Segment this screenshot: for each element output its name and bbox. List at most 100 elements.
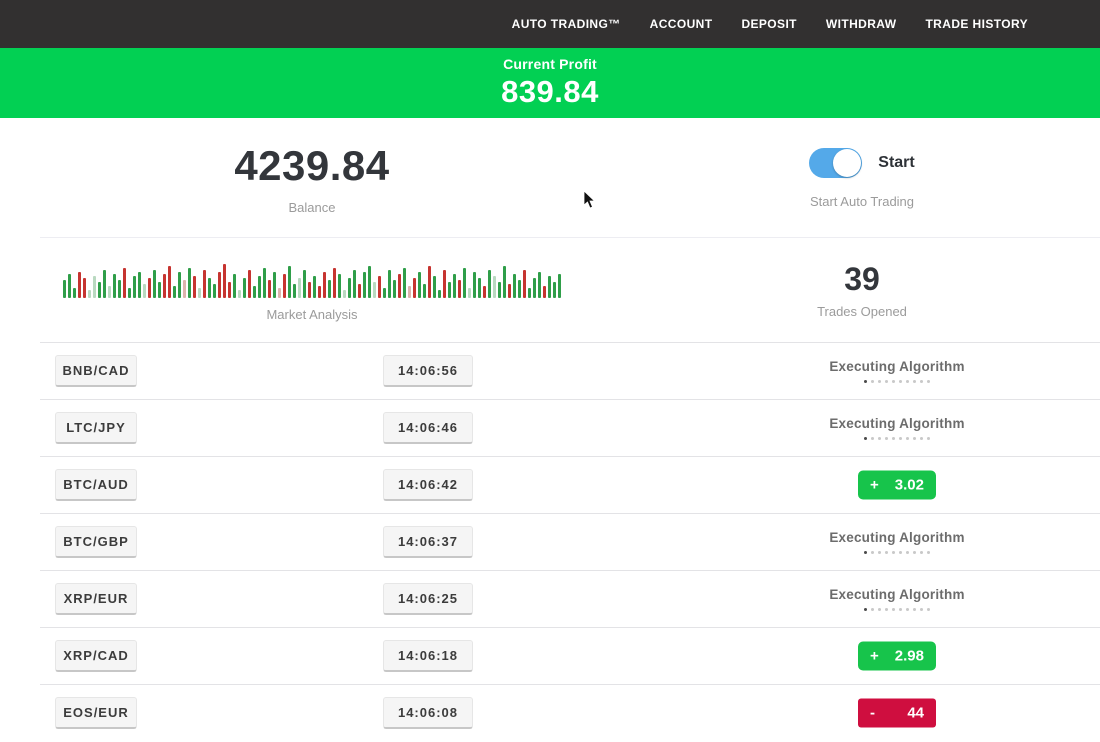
market-bar <box>363 272 366 298</box>
market-bar <box>433 276 436 298</box>
market-bar <box>293 284 296 298</box>
market-bar <box>253 286 256 298</box>
nav-item-deposit[interactable]: DEPOSIT <box>741 17 797 31</box>
executing-progress-dots <box>864 551 930 554</box>
trades-opened-label: Trades Opened <box>817 304 907 319</box>
market-bar <box>323 272 326 298</box>
market-bar <box>133 276 136 298</box>
executing-progress-dots <box>864 608 930 611</box>
section-divider <box>40 237 1100 238</box>
market-bar <box>378 276 381 298</box>
trade-result-badge: +3.02 <box>858 470 936 500</box>
market-bar <box>233 274 236 298</box>
market-bar <box>373 282 376 298</box>
market-bar <box>173 286 176 298</box>
market-bar <box>368 266 371 298</box>
market-bar <box>193 276 196 298</box>
market-bar <box>143 284 146 298</box>
market-bar <box>328 280 331 298</box>
trade-status: Executing Algorithm <box>797 530 997 554</box>
market-bar <box>423 284 426 298</box>
market-bar <box>68 274 71 298</box>
market-bar <box>353 270 356 298</box>
trade-row: BNB/CAD 14:06:56 Executing Algorithm <box>40 342 1100 399</box>
market-bar <box>108 286 111 298</box>
market-bar <box>303 270 306 298</box>
toggle-caption: Start Auto Trading <box>809 193 915 209</box>
market-bar <box>493 276 496 298</box>
market-bar <box>388 270 391 298</box>
market-bar <box>438 290 441 298</box>
market-bar <box>288 266 291 298</box>
pair-chip: BNB/CAD <box>55 355 137 387</box>
market-bar <box>453 274 456 298</box>
market-bar <box>403 268 406 298</box>
market-bar <box>448 282 451 298</box>
trade-list: BNB/CAD 14:06:56 Executing Algorithm LTC… <box>40 342 1100 741</box>
current-profit-banner: Current Profit 839.84 <box>0 48 1100 118</box>
market-bar <box>273 272 276 298</box>
market-bar <box>98 282 101 298</box>
market-bar <box>463 268 466 298</box>
market-bar <box>513 274 516 298</box>
market-bar <box>418 272 421 298</box>
market-bar <box>508 284 511 298</box>
market-bar <box>318 286 321 298</box>
market-bar <box>503 266 506 298</box>
market-bar <box>268 280 271 298</box>
market-bar <box>63 280 66 298</box>
trade-time-chip: 14:06:37 <box>383 526 473 558</box>
market-bar <box>458 280 461 298</box>
market-bar <box>348 278 351 298</box>
trade-time-chip: 14:06:08 <box>383 697 473 729</box>
market-bar <box>483 286 486 298</box>
pair-chip: LTC/JPY <box>55 412 137 444</box>
market-bar <box>113 274 116 298</box>
market-bar <box>518 280 521 298</box>
market-bar <box>138 272 141 298</box>
auto-trading-toggle[interactable] <box>809 147 863 178</box>
nav-item-auto-trading[interactable]: AUTO TRADING™ <box>511 17 621 31</box>
market-section: Market Analysis 39 Trades Opened <box>0 238 1100 342</box>
pair-chip: BTC/GBP <box>55 526 137 558</box>
balance-section: 4239.84 Balance Start Start Auto Trading <box>0 118 1100 238</box>
market-bar <box>168 266 171 298</box>
top-nav: AUTO TRADING™ ACCOUNT DEPOSIT WITHDRAW T… <box>0 0 1100 48</box>
market-bar <box>538 272 541 298</box>
nav-item-withdraw[interactable]: WITHDRAW <box>825 17 897 31</box>
nav-item-account[interactable]: ACCOUNT <box>649 17 713 31</box>
nav-item-trade-history[interactable]: TRADE HISTORY <box>925 17 1028 31</box>
trade-result-badge: -44 <box>858 698 936 728</box>
market-bar <box>278 288 281 298</box>
toggle-knob <box>833 148 862 177</box>
trade-status: -44 <box>797 698 997 728</box>
market-analysis-chart <box>63 258 561 298</box>
market-bar <box>258 276 261 298</box>
trade-row: BTC/GBP 14:06:37 Executing Algorithm <box>40 513 1100 570</box>
market-bar <box>333 268 336 298</box>
executing-progress-dots <box>864 437 930 440</box>
market-bar <box>408 286 411 298</box>
market-bar <box>88 290 91 298</box>
pair-chip: XRP/CAD <box>55 640 137 672</box>
market-bar <box>198 288 201 298</box>
market-bar <box>238 290 241 298</box>
market-bar <box>228 282 231 298</box>
market-bar <box>553 282 556 298</box>
market-bar <box>533 278 536 298</box>
market-bar <box>308 282 311 298</box>
market-bar <box>543 286 546 298</box>
pair-chip: BTC/AUD <box>55 469 137 501</box>
market-bar <box>558 274 561 298</box>
trade-time-chip: 14:06:56 <box>383 355 473 387</box>
market-bar <box>498 282 501 298</box>
market-bar <box>393 280 396 298</box>
executing-progress-dots <box>864 380 930 383</box>
market-bar <box>398 274 401 298</box>
trade-time-chip: 14:06:18 <box>383 640 473 672</box>
market-bar <box>83 278 86 298</box>
market-bar <box>208 278 211 298</box>
market-bar <box>248 270 251 298</box>
market-analysis-label: Market Analysis <box>266 307 358 322</box>
trade-status: Executing Algorithm <box>797 359 997 383</box>
